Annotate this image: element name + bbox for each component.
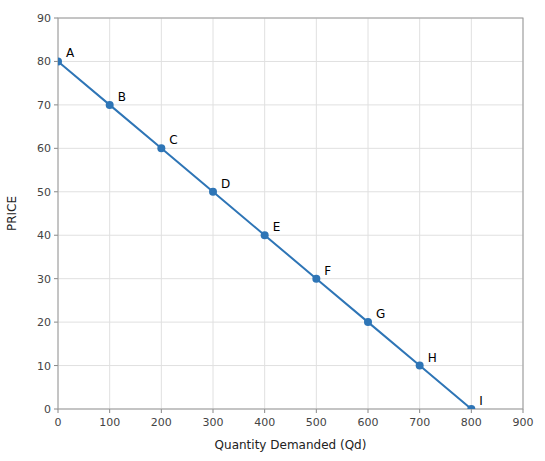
- x-grid-line: [109, 18, 110, 409]
- y-tick: [54, 61, 58, 62]
- y-grid-line: [58, 322, 523, 323]
- point: [467, 405, 475, 409]
- y-grid-line: [58, 235, 523, 236]
- y-axis-label: PRICE: [5, 196, 19, 231]
- y-tick: [54, 409, 58, 410]
- y-tick-label: 60: [37, 142, 51, 155]
- x-tick-label: 800: [461, 416, 482, 429]
- plot-frame: [58, 18, 523, 409]
- y-tick-label: 80: [37, 55, 51, 68]
- x-tick-label: 200: [151, 416, 172, 429]
- point-label: E: [273, 220, 281, 234]
- y-tick: [54, 235, 58, 236]
- y-grid-line: [58, 61, 523, 62]
- y-tick: [54, 191, 58, 192]
- x-tick-label: 700: [409, 416, 430, 429]
- x-grid-line: [471, 18, 472, 409]
- x-tick: [161, 409, 162, 413]
- y-tick: [54, 104, 58, 105]
- x-grid-line: [419, 18, 420, 409]
- point-label: D: [221, 177, 230, 191]
- point-label: F: [324, 264, 331, 278]
- point: [209, 188, 217, 196]
- x-tick-label: 0: [55, 416, 62, 429]
- point: [106, 101, 114, 109]
- y-tick-label: 40: [37, 229, 51, 242]
- y-tick-label: 90: [37, 12, 51, 25]
- y-tick: [54, 18, 58, 19]
- point-label: H: [428, 351, 437, 365]
- x-tick: [109, 409, 110, 413]
- y-grid-line: [58, 191, 523, 192]
- y-grid-line: [58, 278, 523, 279]
- y-tick-label: 0: [44, 403, 51, 416]
- x-tick: [316, 409, 317, 413]
- x-tick-label: 500: [306, 416, 327, 429]
- point: [312, 275, 320, 283]
- annotations: A B C D E F G H I: [66, 46, 483, 408]
- y-tick-label: 20: [37, 316, 51, 329]
- grid: [58, 18, 523, 409]
- series: [58, 57, 475, 409]
- point: [58, 57, 62, 65]
- x-tick: [368, 409, 369, 413]
- y-tick-label: 50: [37, 186, 51, 199]
- point-label: A: [66, 46, 75, 60]
- y-tick: [54, 322, 58, 323]
- point: [364, 318, 372, 326]
- chart-container: 0 100 200 300 400 500 600 700 800 900 0 10 20 30 40 50 6…: [0, 0, 545, 461]
- point-label: I: [479, 394, 483, 408]
- x-axis-label: Quantity Demanded (Qd): [215, 438, 367, 452]
- chart-svg: 0 100 200 300 400 500 600 700 800 900 0 10 20 30 40 50 6…: [0, 0, 545, 461]
- point: [261, 231, 269, 239]
- y-tick-label: 30: [37, 273, 51, 286]
- x-tick-label: 300: [203, 416, 224, 429]
- x-tick-label: 400: [254, 416, 275, 429]
- y-tick: [54, 365, 58, 366]
- x-grid-line: [264, 18, 265, 409]
- x-grid-line: [316, 18, 317, 409]
- x-tick: [264, 409, 265, 413]
- y-grid-line: [58, 148, 523, 149]
- x-tick-label: 100: [99, 416, 120, 429]
- point-label: G: [376, 307, 385, 321]
- y-tick-label: 70: [37, 99, 51, 112]
- x-grid-line: [368, 18, 369, 409]
- plot-background: [58, 18, 523, 409]
- x-tick: [471, 409, 472, 413]
- point: [416, 362, 424, 370]
- y-grid-line: [58, 365, 523, 366]
- x-grid-line: [161, 18, 162, 409]
- x-tick: [419, 409, 420, 413]
- y-tick-label: 10: [37, 360, 51, 373]
- line: [58, 61, 471, 409]
- y-tick: [54, 148, 58, 149]
- x-tick-label: 900: [513, 416, 534, 429]
- point-label: B: [118, 90, 126, 104]
- x-tick: [523, 409, 524, 413]
- axes: 0 100 200 300 400 500 600 700 800 900 0 10 20 30 40 50 6…: [37, 12, 534, 429]
- x-grid-line: [213, 18, 214, 409]
- x-tick: [58, 409, 59, 413]
- y-grid-line: [58, 104, 523, 105]
- point-label: C: [169, 133, 177, 147]
- x-tick: [213, 409, 214, 413]
- x-tick-label: 600: [358, 416, 379, 429]
- y-tick: [54, 278, 58, 279]
- point: [157, 144, 165, 152]
